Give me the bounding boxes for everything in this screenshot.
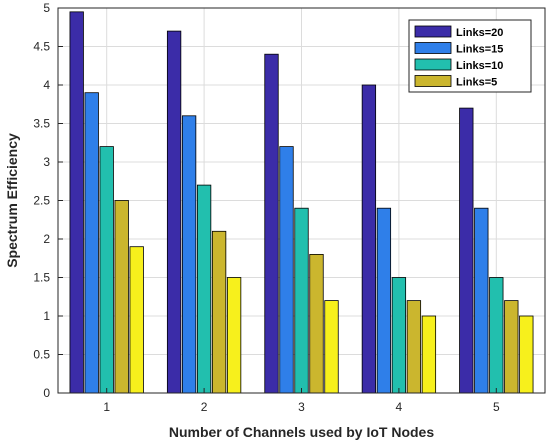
x-tick-label: 4 xyxy=(396,400,403,414)
bar xyxy=(489,277,504,394)
y-tick-label: 1.5 xyxy=(33,271,50,285)
bar xyxy=(309,253,324,394)
x-tick-label: 5 xyxy=(493,400,500,414)
bars xyxy=(69,11,534,394)
y-tick-label: 3.5 xyxy=(33,117,50,131)
bar xyxy=(129,246,144,394)
y-axis-label: Spectrum Efficiency xyxy=(4,133,20,268)
bar xyxy=(211,230,227,394)
y-tick-label: 2 xyxy=(43,232,50,246)
y-tick-label: 4.5 xyxy=(33,40,50,54)
legend-swatch xyxy=(414,58,452,71)
x-tick-label: 3 xyxy=(298,400,305,414)
bar xyxy=(264,53,279,394)
y-tick-label: 3 xyxy=(43,155,50,169)
legend-swatch xyxy=(414,25,452,38)
bar xyxy=(226,277,242,394)
legend-swatch xyxy=(414,42,452,54)
y-tick-label: 5 xyxy=(43,1,50,15)
bar xyxy=(181,115,197,394)
tick-labels: 0 0.5 1 1.5 2 2.5 3 3.5 4 4.5 5 1 2 3 4 5 xyxy=(33,1,500,414)
y-tick-label: 0.5 xyxy=(33,348,50,362)
bar xyxy=(519,315,534,394)
bar xyxy=(504,300,519,394)
legend-label: Links=20 xyxy=(456,27,503,39)
bar xyxy=(279,146,294,394)
legend-label: Links=5 xyxy=(456,77,497,89)
legend-label: Links=15 xyxy=(456,44,503,56)
y-tick-label: 2.5 xyxy=(33,194,50,208)
legend-swatch xyxy=(414,75,452,87)
x-tick-label: 2 xyxy=(201,400,208,414)
bar xyxy=(99,146,114,394)
bar xyxy=(69,11,84,394)
bar xyxy=(474,207,489,394)
y-tick-label: 1 xyxy=(43,309,50,323)
bar xyxy=(166,30,182,394)
bar xyxy=(196,184,212,394)
x-tick-label: 1 xyxy=(103,400,110,414)
x-axis-label: Number of Channels used by IoT Nodes xyxy=(169,424,434,440)
legend-label: Links=10 xyxy=(456,60,503,72)
bar xyxy=(294,207,309,394)
bar xyxy=(361,84,377,394)
bar xyxy=(459,107,474,394)
bar xyxy=(406,300,422,394)
bar xyxy=(84,92,99,394)
bar xyxy=(324,300,339,394)
legend: Links=20 Links=15 Links=10 Links=5 xyxy=(408,19,532,93)
bar xyxy=(114,200,129,394)
bar xyxy=(376,207,392,394)
y-tick-label: 0 xyxy=(43,386,50,400)
bar xyxy=(391,277,407,394)
y-tick-label: 4 xyxy=(43,78,50,92)
bar xyxy=(421,315,437,394)
